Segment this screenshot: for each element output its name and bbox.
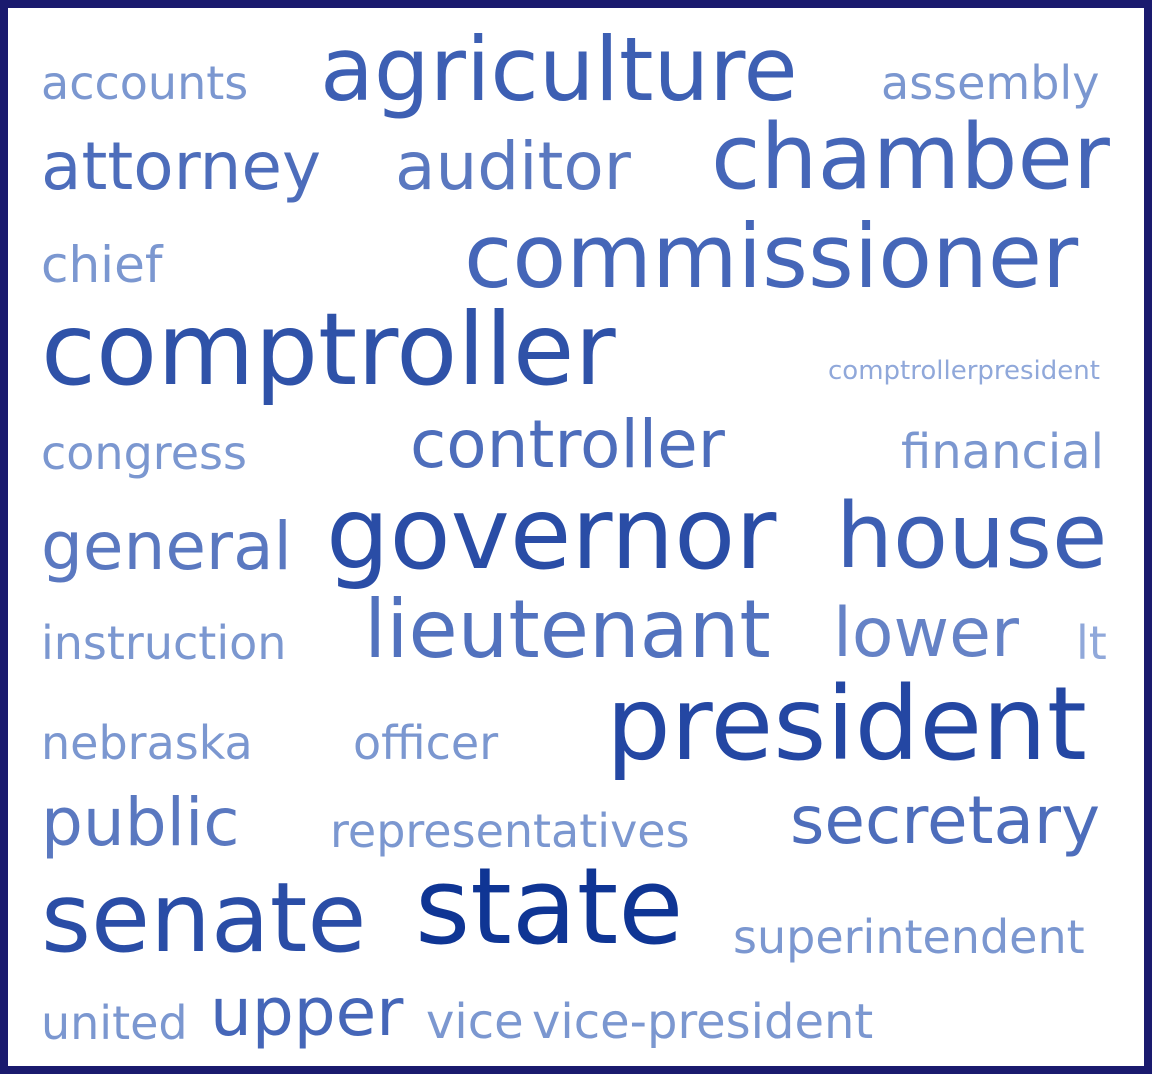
word-auditor: auditor	[395, 128, 631, 205]
word-assembly: assembly	[881, 56, 1100, 110]
word-lt: lt	[1076, 616, 1107, 670]
word-secretary: secretary	[790, 782, 1101, 859]
word-nebraska: nebraska	[41, 716, 253, 770]
word-instruction: instruction	[41, 616, 287, 670]
word-controller: controller	[410, 406, 725, 483]
word-general: general	[41, 508, 292, 585]
word-senate: senate	[41, 862, 367, 974]
word-lower: lower	[833, 594, 1019, 673]
word-congress: congress	[41, 426, 247, 480]
word-chief: chief	[41, 236, 163, 294]
word-superintendent: superintendent	[733, 910, 1085, 964]
word-representatives: representatives	[330, 804, 690, 858]
word-public: public	[41, 784, 240, 861]
word-financial: financial	[901, 424, 1104, 480]
word-officer: officer	[353, 716, 499, 770]
word-state: state	[415, 845, 684, 968]
word-vice-president: vice-president	[532, 994, 874, 1050]
word-lieutenant: lieutenant	[364, 583, 771, 676]
word-house: house	[836, 484, 1108, 589]
word-chamber: chamber	[711, 105, 1110, 210]
word-comptrollerpresident: comptrollerpresident	[828, 356, 1100, 386]
word-upper: upper	[210, 974, 404, 1051]
word-commissioner: commissioner	[464, 205, 1079, 308]
word-attorney: attorney	[41, 128, 322, 205]
word-comptroller: comptroller	[41, 291, 616, 408]
word-vice: vice	[426, 994, 524, 1050]
word-president: president	[606, 665, 1087, 784]
word-governor: governor	[326, 475, 777, 592]
word-accounts: accounts	[41, 56, 249, 110]
word-agriculture: agriculture	[320, 18, 798, 121]
word-united: united	[41, 996, 188, 1050]
